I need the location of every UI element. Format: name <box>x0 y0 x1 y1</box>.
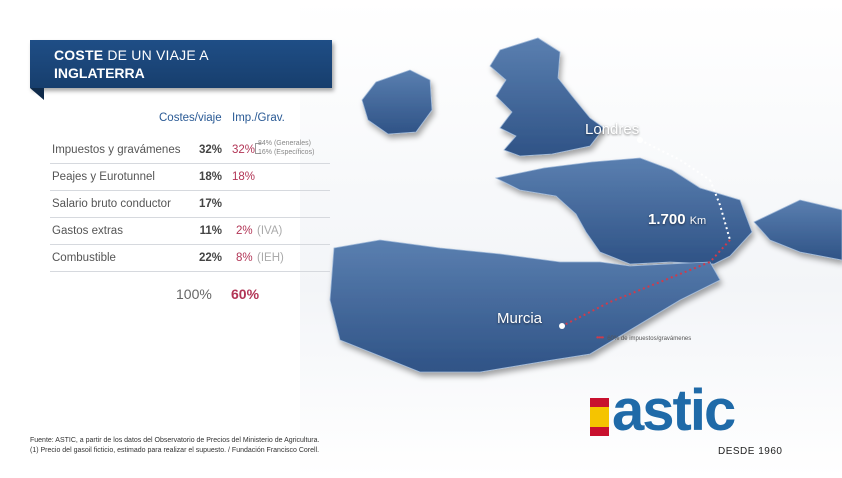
distance-unit: Km <box>689 215 707 227</box>
spain-flag-icon <box>590 398 609 436</box>
ireland-shape <box>361 69 433 135</box>
tax-column-header: Imp./Grav. <box>232 112 285 124</box>
total-cost: 100% <box>176 286 212 302</box>
great-britain-shape <box>489 37 605 157</box>
route-legend: •••• 60% de impuestos/gravámenes <box>596 333 692 342</box>
europe-map <box>329 37 842 373</box>
source-note: Fuente: ASTIC, a partir de los datos del… <box>30 436 319 456</box>
row-tax-note: (IVA) <box>257 225 283 237</box>
row-cost: 32% <box>198 144 222 156</box>
table-row: Peajes y Eurotunnel 18% 18% <box>50 163 330 191</box>
distance-value: 1.700 <box>648 211 686 228</box>
tax-split: 84% (Generales) 16% (Específicos) <box>258 140 315 156</box>
france-shape <box>494 157 753 265</box>
cost-column-header: Costes/viaje <box>159 112 222 124</box>
logo-tagline: DESDE 1960 <box>718 446 783 457</box>
table-row: Gastos extras 11% 2% (IVA) <box>50 217 330 245</box>
route-spain-segment <box>561 239 731 327</box>
distance-label: 1.700 Km <box>648 211 706 228</box>
row-tax: 18% <box>232 171 256 183</box>
origin-city-label: Londres <box>585 121 640 138</box>
astic-logo: astic DESDE 1960 <box>590 378 790 460</box>
row-cost: 22% <box>198 252 222 264</box>
logo-wordmark: astic <box>612 378 736 443</box>
iberia-shape <box>329 239 721 373</box>
route-france-segment <box>709 179 731 241</box>
split-bracket <box>255 143 261 154</box>
title-line-1: COSTE DE UN VIAJE A <box>54 47 209 63</box>
row-label: Impuestos y gravámenes <box>52 144 181 156</box>
destination-city-label: Murcia <box>497 310 543 327</box>
table-row: Combustible 22% 8% (IEH) <box>50 244 330 272</box>
banner-fold <box>30 88 44 100</box>
legend-dots-icon: •••• <box>596 333 604 342</box>
row-tax: 32% <box>232 144 256 156</box>
row-label: Gastos extras <box>52 225 123 237</box>
destination-marker <box>559 323 565 329</box>
row-label: Salario bruto conductor <box>52 198 171 210</box>
source-line-2: (1) Precio del gasoil ficticio, estimado… <box>30 447 320 454</box>
table-row: Impuestos y gravámenes 32% 32% 84% (Gene… <box>50 136 330 164</box>
italy-shape <box>753 199 842 261</box>
row-tax-note: (IEH) <box>257 252 284 264</box>
row-cost: 18% <box>198 171 222 183</box>
row-tax: 2% <box>236 225 253 237</box>
row-label: Combustible <box>52 252 116 264</box>
row-cost: 11% <box>199 225 222 237</box>
row-tax: 8% <box>236 252 253 264</box>
row-cost: 17% <box>198 198 222 210</box>
title-banner: COSTE DE UN VIAJE A INGLATERRA <box>30 40 332 100</box>
source-line-1: Fuente: ASTIC, a partir de los datos del… <box>30 437 320 444</box>
total-tax: 60% <box>231 286 260 302</box>
table-row: Salario bruto conductor 17% <box>50 190 330 218</box>
origin-marker <box>637 137 643 143</box>
row-label: Peajes y Eurotunnel <box>52 171 155 183</box>
title-line-2: INGLATERRA <box>54 65 145 81</box>
